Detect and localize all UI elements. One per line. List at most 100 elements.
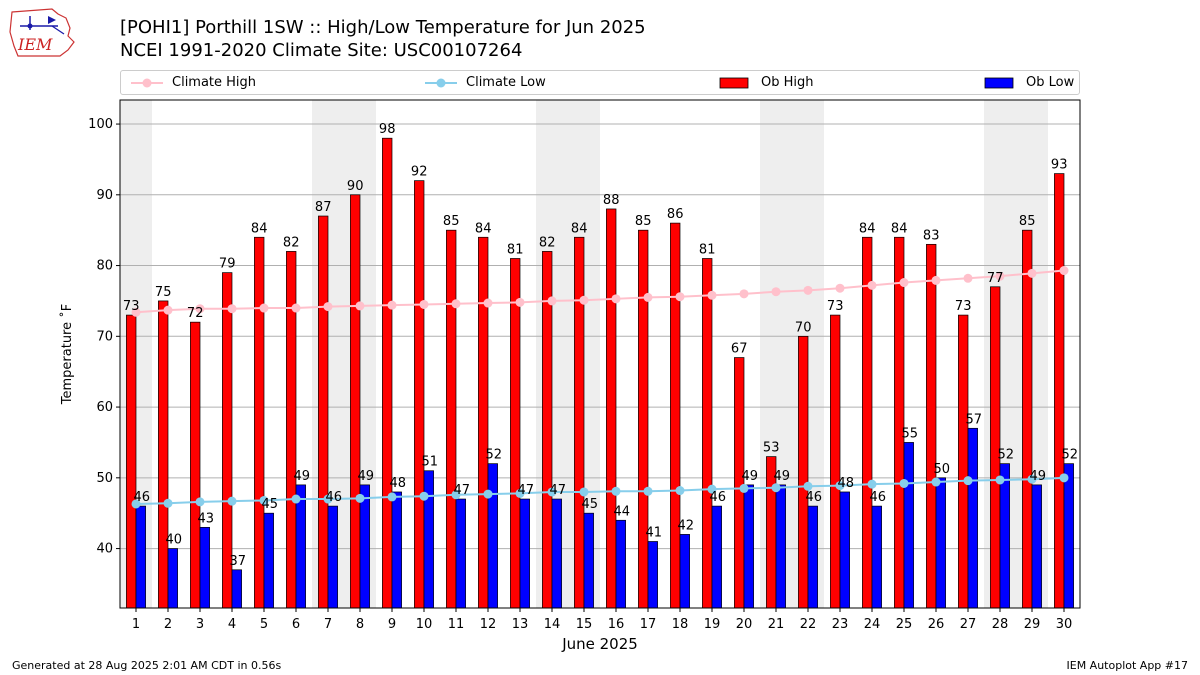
data-label-ob-low: 49 xyxy=(294,469,311,484)
x-tick-label: 11 xyxy=(448,617,465,632)
x-tick-label: 13 xyxy=(512,617,529,632)
climate-low-point xyxy=(547,487,557,497)
bar-ob-low xyxy=(903,442,914,609)
climate-high-point xyxy=(739,289,749,299)
climate-high-point xyxy=(1059,266,1069,276)
x-tick-label: 16 xyxy=(608,617,625,632)
bar-ob-high xyxy=(574,236,585,609)
climate-high-point xyxy=(163,305,173,315)
data-label-ob-low: 49 xyxy=(742,469,759,484)
data-label-ob-low: 37 xyxy=(230,554,247,569)
bar-ob-high xyxy=(1022,229,1033,609)
data-label-ob-low: 46 xyxy=(710,490,727,505)
bar-ob-low xyxy=(967,427,978,609)
data-label-ob-low: 45 xyxy=(582,497,599,512)
bar-ob-high xyxy=(830,314,841,609)
bar-ob-high xyxy=(190,321,201,609)
climate-low-point xyxy=(195,497,205,507)
bar-ob-low xyxy=(295,484,306,609)
y-tick-label: 70 xyxy=(96,329,113,344)
data-label-ob-low: 57 xyxy=(966,412,983,427)
footer-generated: Generated at 28 Aug 2025 2:01 AM CDT in … xyxy=(12,659,282,672)
bar-ob-high xyxy=(926,243,937,609)
legend-label-climate-high: Climate High xyxy=(172,75,257,90)
climate-low-point xyxy=(1059,473,1069,483)
climate-low-point xyxy=(803,481,813,491)
y-tick-label: 100 xyxy=(88,117,113,132)
data-label-ob-high: 98 xyxy=(379,122,396,137)
x-tick-label: 9 xyxy=(388,617,396,632)
x-tick-label: 27 xyxy=(960,617,977,632)
data-label-ob-high: 82 xyxy=(539,235,556,250)
climate-low-point xyxy=(323,494,333,504)
climate-high-point xyxy=(803,285,813,295)
climate-high-point xyxy=(771,287,781,297)
data-label-ob-high: 70 xyxy=(795,320,812,335)
x-tick-label: 20 xyxy=(736,617,753,632)
data-label-ob-high: 84 xyxy=(475,221,492,236)
data-label-ob-high: 85 xyxy=(1019,214,1036,229)
data-label-ob-high: 93 xyxy=(1051,158,1068,173)
data-label-ob-high: 77 xyxy=(987,271,1004,286)
bar-ob-low xyxy=(359,484,370,609)
climate-low-point xyxy=(995,475,1005,485)
bar-ob-high xyxy=(862,236,873,609)
data-label-ob-low: 55 xyxy=(902,426,919,441)
climate-low-point xyxy=(739,483,749,493)
bar-ob-low xyxy=(775,484,786,609)
data-label-ob-high: 82 xyxy=(283,235,300,250)
data-label-ob-low: 45 xyxy=(262,497,279,512)
climate-low-point xyxy=(579,487,589,497)
climate-low-point xyxy=(867,479,877,489)
bar-ob-low xyxy=(871,505,882,609)
bar-ob-low xyxy=(135,505,146,609)
bar-ob-high xyxy=(798,335,809,609)
data-label-ob-low: 49 xyxy=(1030,469,1047,484)
data-label-ob-low: 44 xyxy=(614,504,631,519)
bar-ob-high xyxy=(958,314,969,609)
data-label-ob-low: 40 xyxy=(166,533,183,548)
climate-low-point xyxy=(643,486,653,496)
data-label-ob-low: 46 xyxy=(870,490,887,505)
climate-low-point xyxy=(675,486,685,496)
x-tick-label: 25 xyxy=(896,617,913,632)
data-label-ob-high: 87 xyxy=(315,200,332,215)
climate-high-point xyxy=(867,280,877,290)
climate-high-point xyxy=(707,290,717,300)
data-label-ob-high: 85 xyxy=(635,214,652,229)
bar-ob-high xyxy=(126,314,137,609)
y-tick-label: 90 xyxy=(96,188,113,203)
x-tick-label: 21 xyxy=(768,617,785,632)
climate-high-point xyxy=(515,297,525,307)
climate-high-point xyxy=(643,292,653,302)
climate-high-point xyxy=(995,271,1005,281)
climate-low-point xyxy=(163,498,173,508)
climate-high-point xyxy=(355,301,365,311)
bar-ob-low xyxy=(615,519,626,609)
legend-label-ob-high: Ob High xyxy=(761,75,814,90)
climate-low-point xyxy=(1027,474,1037,484)
climate-low-point xyxy=(611,486,621,496)
bar-ob-high xyxy=(1054,173,1065,609)
climate-high-point xyxy=(611,294,621,304)
iem-logo: IEM xyxy=(8,6,80,58)
x-tick-label: 1 xyxy=(132,617,140,632)
climate-high-point xyxy=(419,299,429,309)
x-tick-label: 22 xyxy=(800,617,817,632)
bar-ob-low xyxy=(679,534,690,609)
climate-low-point xyxy=(291,494,301,504)
climate-high-point xyxy=(387,300,397,310)
bar-ob-low xyxy=(327,505,338,609)
legend: Climate High Climate Low Ob High Ob Low xyxy=(120,70,1080,95)
bar-ob-low xyxy=(743,484,754,609)
bar-ob-low xyxy=(807,505,818,609)
data-label-ob-high: 81 xyxy=(699,242,716,257)
climate-low-point xyxy=(515,488,525,498)
climate-high-point xyxy=(131,307,141,317)
x-tick-label: 5 xyxy=(260,617,268,632)
x-tick-label: 2 xyxy=(164,617,172,632)
x-tick-label: 24 xyxy=(864,617,881,632)
bar-ob-low xyxy=(455,498,466,609)
x-tick-label: 4 xyxy=(228,617,236,632)
x-tick-label: 26 xyxy=(928,617,945,632)
